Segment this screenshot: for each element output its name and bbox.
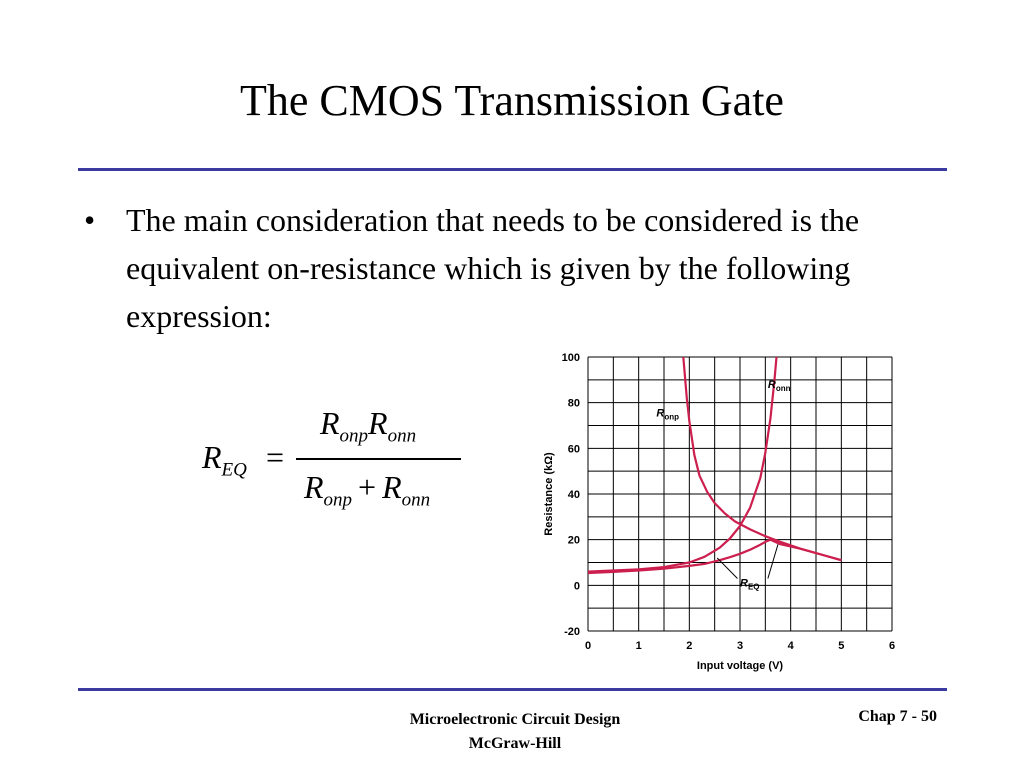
req-leader-left <box>716 557 738 579</box>
x-tick-label: 0 <box>585 640 591 652</box>
den-plus: + <box>358 469 377 505</box>
lhs-sub: EQ <box>221 459 247 481</box>
series-line-ronn <box>587 356 778 573</box>
series-line-ronp <box>682 356 842 562</box>
den-b: R <box>382 469 402 505</box>
x-tick-label: 6 <box>889 640 895 652</box>
req-leader-right <box>767 544 779 579</box>
formula-lhs: REQ <box>202 439 247 481</box>
y-axis-label: Resistance (kΩ) <box>543 452 555 536</box>
x-tick-label: 4 <box>788 640 795 652</box>
label-ronp: Ronp <box>656 407 679 421</box>
x-tick-label: 2 <box>686 640 692 652</box>
den-a-sub: onp <box>323 489 353 511</box>
den-a: R <box>304 469 324 505</box>
bottom-divider <box>78 688 947 691</box>
x-tick-label: 5 <box>838 640 844 652</box>
resistance-chart: 0 1 2 3 4 5 6 -20 0 20 40 60 80 100 Input voltage (V) R… <box>543 352 895 672</box>
y-tick-label: -20 <box>564 626 580 638</box>
lhs-symbol: R <box>202 439 222 475</box>
fraction-bar <box>296 458 461 460</box>
y-tick-label: 0 <box>574 580 580 592</box>
num-b: R <box>368 405 388 441</box>
x-tick-label: 3 <box>737 640 743 652</box>
label-ronn: Ronn <box>768 379 791 393</box>
x-tick-label: 1 <box>636 640 642 652</box>
series-line-req <box>587 538 842 575</box>
y-tick-label: 60 <box>568 443 580 455</box>
num-a-sub: onp <box>339 425 369 447</box>
footer-chapter: Chap 7 - 50 <box>858 708 937 725</box>
y-tick-label: 100 <box>562 352 580 364</box>
num-a: R <box>320 405 340 441</box>
bullet-text: The main consideration that needs to be … <box>126 202 860 334</box>
x-axis-label: Input voltage (V) <box>697 660 784 672</box>
formula-numerator: RonpRonn <box>320 405 416 447</box>
footer-center: Microelectronic Circuit Design McGraw-Hi… <box>330 708 700 756</box>
slide-title: The CMOS Transmission Gate <box>240 76 784 125</box>
y-tick-label: 20 <box>568 535 580 547</box>
y-tick-label: 40 <box>568 489 580 501</box>
formula-equals: = <box>266 439 285 475</box>
y-tick-label: 80 <box>568 398 580 410</box>
req-formula: REQ = RonpRonn Ronp + Ronn <box>200 405 470 525</box>
label-req: REQ <box>740 577 760 591</box>
num-b-sub: onn <box>387 425 417 447</box>
formula-denominator: Ronp + Ronn <box>304 469 430 511</box>
top-divider <box>78 168 947 171</box>
footer-publisher: McGraw-Hill <box>468 735 562 752</box>
bullet-dot: • <box>84 202 96 238</box>
den-b-sub: onn <box>401 489 431 511</box>
footer-course: Microelectronic Circuit Design <box>409 711 621 728</box>
